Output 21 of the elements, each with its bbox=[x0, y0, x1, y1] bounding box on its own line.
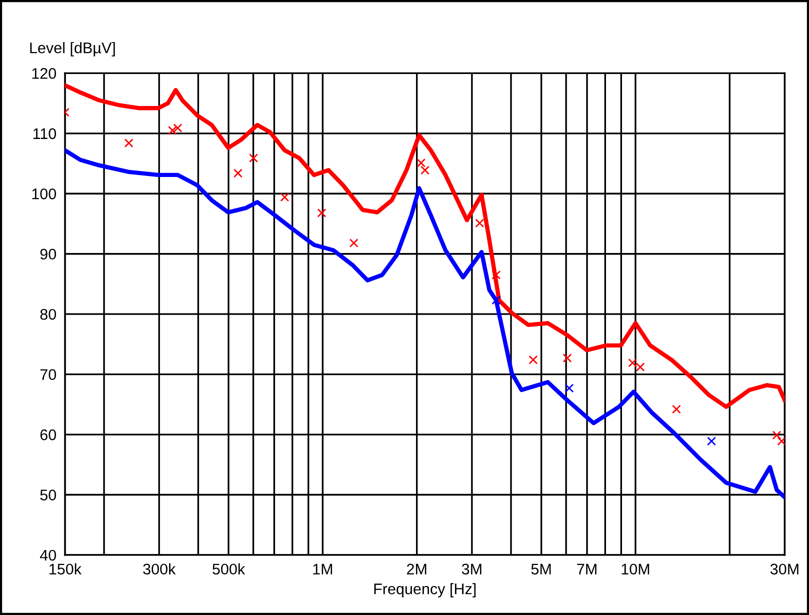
x-tick-label: 2M bbox=[407, 564, 426, 574]
y-tick-label: 90 bbox=[40, 248, 56, 260]
y-tick-label: 70 bbox=[40, 369, 56, 380]
y-tick-label: 60 bbox=[40, 429, 56, 440]
x-tick-label: 7M bbox=[577, 564, 596, 574]
x-tick-label: 3M bbox=[462, 564, 482, 575]
y-tick-label: 100 bbox=[32, 188, 56, 200]
x-tick-label: 150k bbox=[50, 563, 82, 575]
y-tick-label: 80 bbox=[40, 308, 56, 320]
x-tick-label: 1M bbox=[313, 564, 332, 574]
x-tick-label: 5M bbox=[531, 564, 551, 575]
x-tick-label: 300k bbox=[143, 563, 176, 575]
y-tick-label: 50 bbox=[40, 490, 56, 500]
x-tick-label: 10M bbox=[622, 564, 650, 575]
y-tick-label: 120 bbox=[32, 68, 56, 79]
x-axis-title: Frequency [Hz] bbox=[374, 583, 476, 598]
x-tick-label: 500k bbox=[212, 563, 246, 575]
y-tick-label: 40 bbox=[40, 550, 56, 561]
x-tick-label: 30M bbox=[770, 564, 798, 575]
y-axis-title: Level [dBµV] bbox=[30, 42, 115, 56]
y-tick-label: 110 bbox=[33, 128, 56, 140]
